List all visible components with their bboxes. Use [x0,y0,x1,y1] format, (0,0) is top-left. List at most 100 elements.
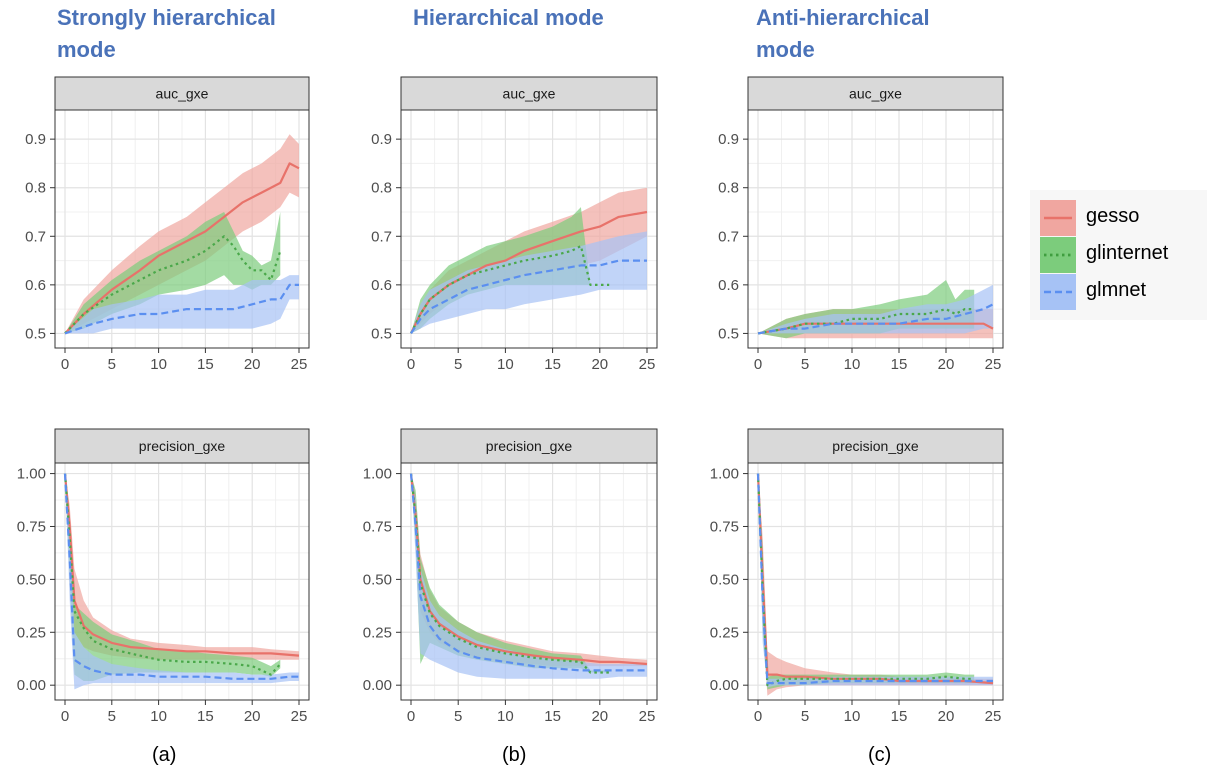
panel-strip [747,76,1004,111]
panel-auc_gxe-0: auc_gxe 0 5 10 15 20 25 0.5 0.6 0.7 0.8 0.9 [25,76,310,373]
ribbon-gesso [758,473,993,696]
x-tick-label: 20 [591,356,608,373]
x-tick-label: 25 [985,708,1002,725]
panel-border [400,462,658,701]
panel-auc_gxe-2: auc_gxe 0 5 10 15 20 25 0.5 0.6 0.7 0.8 0.9 [718,76,1004,373]
x-tick-label: 5 [801,356,809,373]
y-tick-label: 0.7 [25,228,46,245]
series-line-glinternet [64,235,282,335]
y-tick-label: 0.8 [371,180,392,197]
series-line-glmnet [756,473,993,685]
x-tick-label: 20 [938,356,955,373]
y-tick-label: 0.9 [718,131,739,148]
panel-border [747,462,1004,701]
y-tick-label: 1.00 [17,466,46,483]
x-tick-label: 10 [150,708,167,725]
panel-strip-label: auc_gxe [503,86,556,102]
x-tick-label: 10 [497,708,514,725]
x-tick-label: 5 [454,708,462,725]
y-tick-label: 0.50 [363,571,392,588]
x-tick-label: 0 [407,356,415,373]
x-tick-label: 5 [454,356,462,373]
y-tick-label: 0.00 [710,677,739,694]
y-tick-label: 0.75 [17,518,46,535]
column-title-line2: mode [57,37,116,62]
series-line-glinternet [757,308,975,335]
column-title-line1: Strongly hierarchical [57,5,276,30]
panel-border [54,109,310,349]
y-tick-label: 0.5 [25,325,46,342]
x-tick-label: 10 [497,356,514,373]
y-tick-label: 0.6 [25,277,46,294]
legend-item-gesso: gesso [1040,200,1207,236]
x-tick-label: 15 [544,356,561,373]
panel-strip-label: precision_gxe [832,438,919,454]
y-tick-label: 0.9 [371,131,392,148]
legend-label: gesso [1086,205,1140,227]
y-tick-label: 0.5 [371,325,392,342]
panel-strip [54,76,310,111]
x-tick-label: 0 [754,356,762,373]
x-tick-label: 0 [754,708,762,725]
legend-label: glinternet [1086,242,1169,264]
y-tick-label: 0.00 [363,677,392,694]
y-tick-label: 0.6 [718,277,739,294]
y-tick-label: 0.7 [718,228,739,245]
x-tick-label: 10 [150,356,167,373]
panel-strip [54,428,310,464]
y-tick-label: 0.25 [17,624,46,641]
panel-precision_gxe-1: precision_gxe 0 5 10 15 20 25 0.00 0.25 0.50 0.75 1… [363,428,658,725]
caption-c: (c) [868,744,892,766]
series-line-glmnet [63,473,299,680]
legend-key-glinternet [1040,237,1076,273]
panel-strip-label: precision_gxe [486,438,573,454]
y-tick-label: 0.8 [25,180,46,197]
legend-label: glmnet [1086,279,1147,301]
y-tick-label: 0.6 [371,277,392,294]
ribbon-glmnet [411,473,647,679]
legend-item-glmnet: glmnet [1040,274,1207,310]
series-line-glinternet [756,473,975,687]
y-tick-label: 0.00 [17,677,46,694]
y-tick-label: 1.00 [710,466,739,483]
x-tick-label: 0 [61,708,69,725]
legend-key-glmnet [1040,274,1076,310]
x-tick-label: 15 [891,708,908,725]
legend-key-gesso [1040,200,1076,236]
x-tick-label: 25 [639,708,656,725]
panel-precision_gxe-2: precision_gxe 0 5 10 15 20 25 0.00 0.25 0.50 0.75 1… [710,428,1004,725]
y-tick-label: 0.25 [710,624,739,641]
caption-b: (b) [502,744,527,766]
x-tick-label: 25 [291,708,308,725]
panel-border [400,109,658,349]
column-title-hierarchical: Hierarchical mode [413,2,604,34]
y-tick-label: 0.7 [371,228,392,245]
panel-precision_gxe-0: precision_gxe 0 5 10 15 20 25 0.00 0.25 0.50 0.75 1… [17,428,310,725]
panel-strip-label: auc_gxe [849,86,902,102]
legend: gesso glinternet glmnet [1030,190,1207,320]
series-line-gesso [409,473,648,666]
series-line-gesso [410,210,648,334]
x-tick-label: 15 [197,356,214,373]
x-tick-label: 25 [985,356,1002,373]
ribbon-glmnet [758,284,993,334]
series-line-glinternet [63,473,282,676]
panel-strip [747,428,1004,464]
x-tick-label: 20 [591,708,608,725]
x-tick-label: 20 [244,356,261,373]
y-tick-label: 1.00 [363,466,392,483]
panel-border [747,109,1004,349]
y-tick-label: 0.8 [718,180,739,197]
series-line-glmnet [410,259,647,334]
x-tick-label: 25 [291,356,308,373]
ribbon-glmnet [411,231,647,334]
x-tick-label: 5 [108,708,116,725]
x-tick-label: 5 [801,708,809,725]
series-line-glmnet [409,473,647,672]
series-line-gesso [63,473,300,657]
x-tick-label: 0 [407,708,415,725]
x-tick-label: 15 [197,708,214,725]
ribbon-glinternet [65,212,281,334]
panel-border [54,462,310,701]
x-tick-label: 15 [544,708,561,725]
